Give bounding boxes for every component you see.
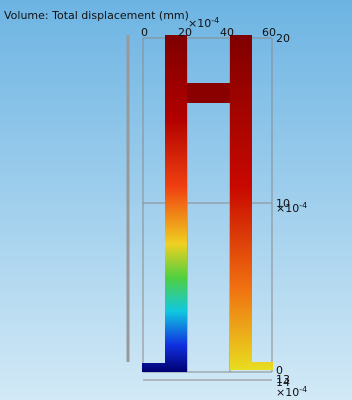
viewport: Volume: Total displacement (mm) 0 20 40 … [0, 0, 352, 400]
top-tick: 60 [262, 26, 276, 39]
plot-title: Volume: Total displacement (mm) [4, 9, 189, 22]
right-tick: 20 [276, 32, 290, 45]
top-tick: 0 [141, 26, 148, 39]
page: Volume: Total displacement (mm) 0 20 40 … [0, 0, 352, 400]
top-tick: 40 [220, 26, 234, 39]
